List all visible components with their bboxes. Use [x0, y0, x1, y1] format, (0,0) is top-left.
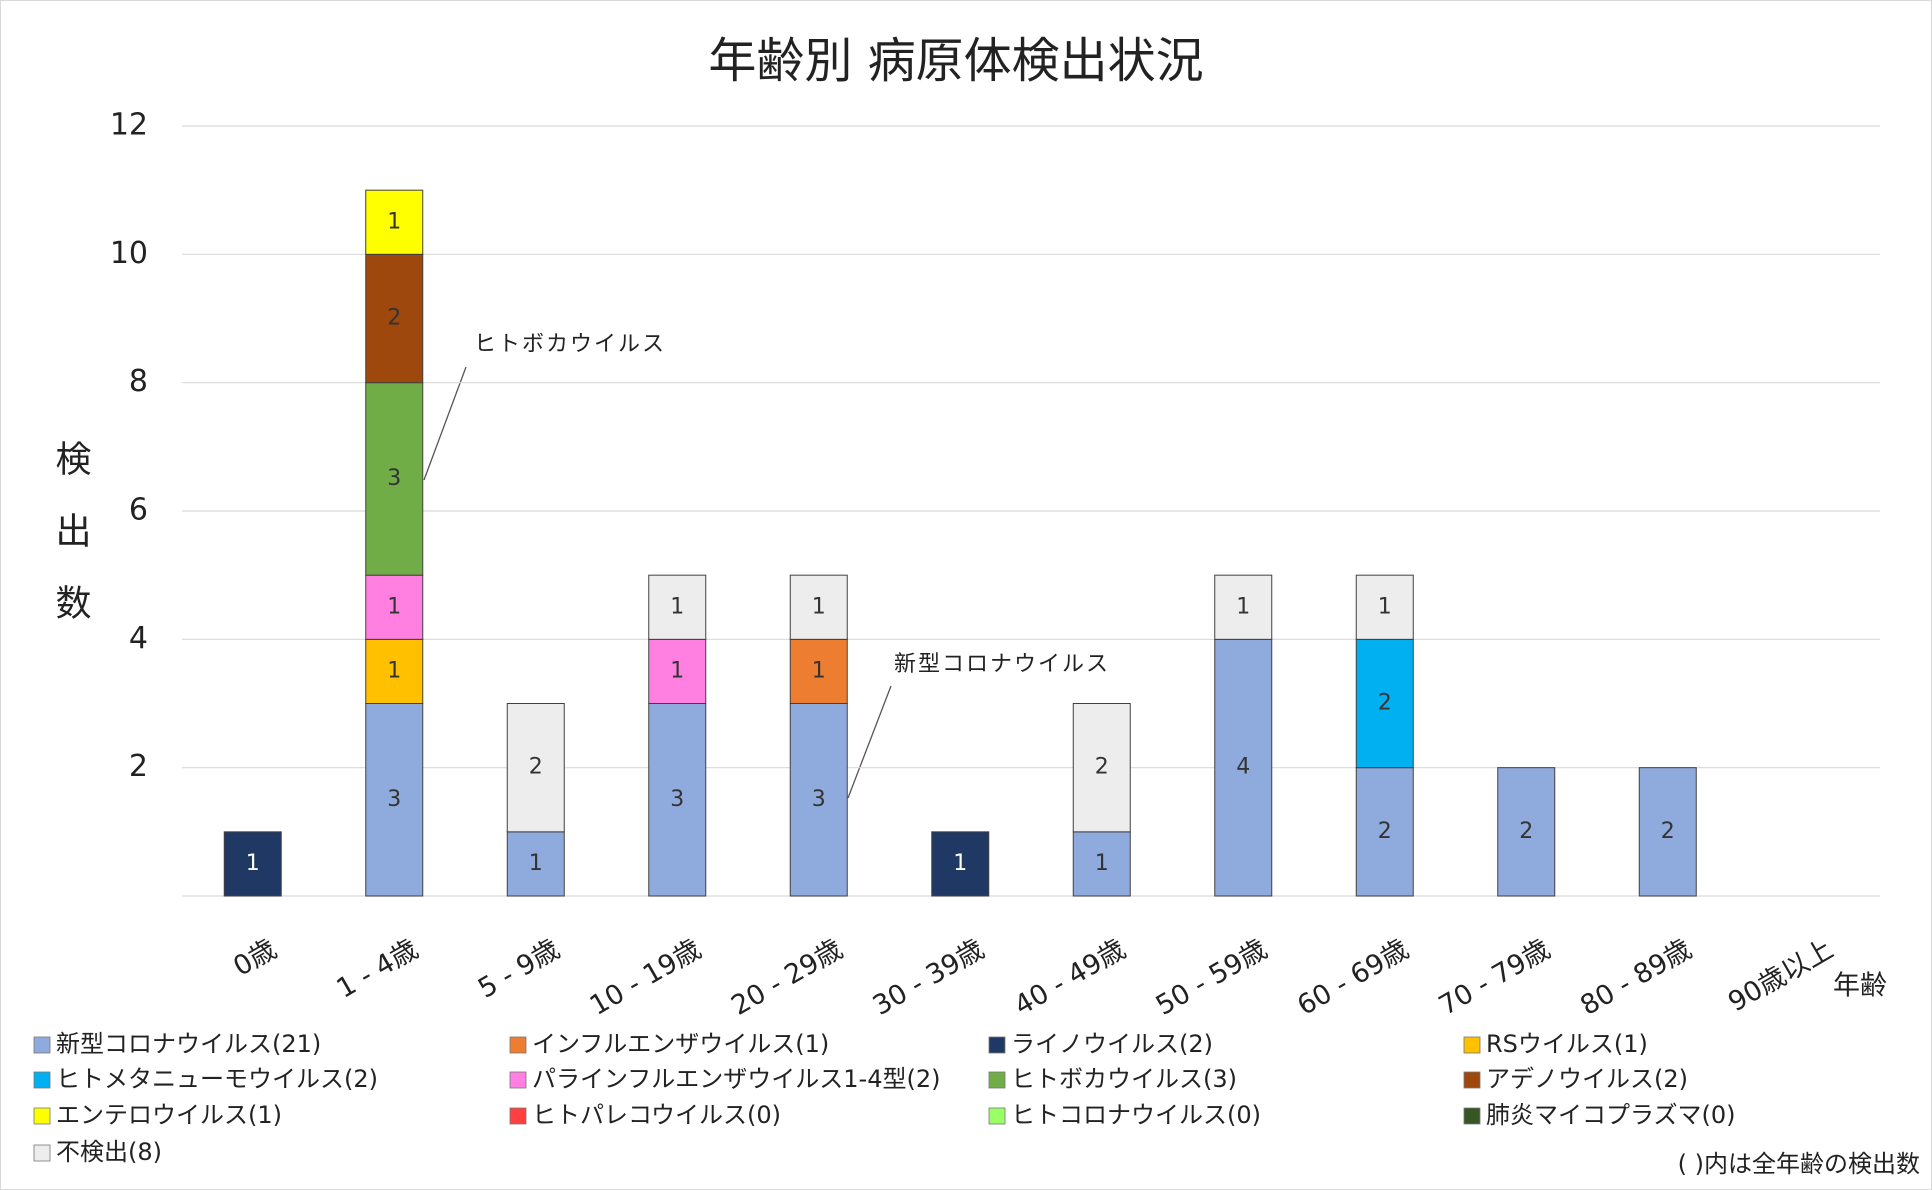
bar-segment: [1214, 574, 1273, 640]
data-label: 1: [246, 851, 260, 876]
data-label: 2: [387, 306, 401, 331]
annotation: ヒトボカウイルス: [474, 332, 666, 357]
bar-segment: [1355, 638, 1414, 769]
legend-swatch: [509, 1036, 527, 1054]
bar-segment: [1497, 767, 1556, 897]
data-label: 2: [1661, 819, 1675, 844]
legend-swatch: [33, 1036, 51, 1054]
y-tick-label: 12: [110, 108, 148, 143]
bar-segment: [1355, 767, 1414, 897]
legend-swatch: [509, 1071, 527, 1089]
bar-segment: [365, 574, 424, 640]
bar-segment: [365, 703, 424, 897]
bar-segment: [365, 382, 424, 576]
data-label: 1: [1378, 594, 1392, 619]
bar-segment: [365, 253, 424, 384]
bar-segment: [789, 574, 848, 640]
bar-segment: [223, 831, 282, 897]
data-label: 2: [529, 755, 543, 780]
legend-label: インフルエンザウイルス(1): [532, 1030, 829, 1058]
y-tick-label: 8: [129, 364, 148, 399]
data-label: 3: [670, 787, 684, 812]
legend-swatch: [509, 1107, 527, 1125]
data-label: 1: [387, 594, 401, 619]
data-label: 2: [1519, 819, 1533, 844]
annotation-leader: [423, 366, 467, 481]
legend-label: 肺炎マイコプラズマ(0): [1486, 1101, 1736, 1129]
legend-swatch: [1463, 1071, 1481, 1089]
note: ( )内は全年齢の検出数: [1678, 1150, 1920, 1178]
data-label: 1: [387, 209, 401, 234]
annotation: 新型コロナウイルス: [894, 652, 1110, 677]
legend-label: ライノウイルス(2): [1011, 1030, 1213, 1058]
bar-segment: [648, 703, 707, 897]
legend-label: ヒトメタニューモウイルス(2): [56, 1065, 378, 1093]
bar-segment: [931, 831, 990, 897]
legend-label: パラインフルエンザウイルス1-4型(2): [532, 1065, 940, 1093]
data-label: 1: [387, 658, 401, 683]
bar-segment: [789, 703, 848, 897]
legend-swatch: [988, 1071, 1006, 1089]
legend-label: RSウイルス(1): [1486, 1030, 1648, 1058]
data-label: 1: [953, 851, 967, 876]
legend-label: ヒトパレコウイルス(0): [532, 1101, 781, 1129]
annotation-leader: [847, 685, 892, 799]
legend-label: 新型コロナウイルス(21): [56, 1030, 321, 1058]
data-label: 3: [387, 466, 401, 491]
legend-swatch: [1463, 1107, 1481, 1125]
x-axis-title: 年齢: [1833, 971, 1887, 1002]
data-label: 1: [670, 594, 684, 619]
y-tick-label: 10: [110, 236, 148, 271]
y-tick-label: 4: [129, 621, 148, 656]
bar-segment: [506, 703, 565, 833]
data-label: 1: [812, 658, 826, 683]
data-label: 1: [812, 594, 826, 619]
data-label: 3: [812, 787, 826, 812]
bar-segment: [1355, 574, 1414, 640]
data-label: 3: [387, 787, 401, 812]
data-label: 1: [670, 658, 684, 683]
data-label: 4: [1236, 755, 1250, 780]
legend-swatch: [33, 1107, 51, 1125]
bar-segment: [365, 189, 424, 255]
y-tick-label: 6: [129, 493, 148, 528]
legend-swatch: [33, 1144, 51, 1162]
bar-segment: [1214, 638, 1273, 897]
bar-segment: [506, 831, 565, 897]
legend-swatch: [1463, 1036, 1481, 1054]
y-axis-title: 検出数: [50, 440, 91, 656]
bar-segment: [365, 638, 424, 704]
data-label: 1: [1095, 851, 1109, 876]
legend-swatch: [988, 1107, 1006, 1125]
legend-label: ヒトボカウイルス(3): [1011, 1065, 1237, 1093]
bar-segment: [648, 574, 707, 640]
data-label: 2: [1095, 755, 1109, 780]
y-tick-label: 2: [129, 749, 148, 784]
legend-label: エンテロウイルス(1): [56, 1101, 282, 1129]
data-label: 1: [1236, 594, 1250, 619]
chart-title: 年齢別 病原体検出状況: [708, 33, 1203, 89]
data-label: 2: [1378, 691, 1392, 716]
legend-label: アデノウイルス(2): [1486, 1065, 1688, 1093]
data-label: 1: [529, 851, 543, 876]
legend-label: 不検出(8): [56, 1138, 162, 1166]
legend-label: ヒトコロナウイルス(0): [1011, 1101, 1261, 1129]
data-label: 2: [1378, 819, 1392, 844]
legend-swatch: [988, 1036, 1006, 1054]
legend-swatch: [33, 1071, 51, 1089]
bar-segment: [1638, 767, 1697, 897]
bar-segment: [1072, 703, 1131, 833]
